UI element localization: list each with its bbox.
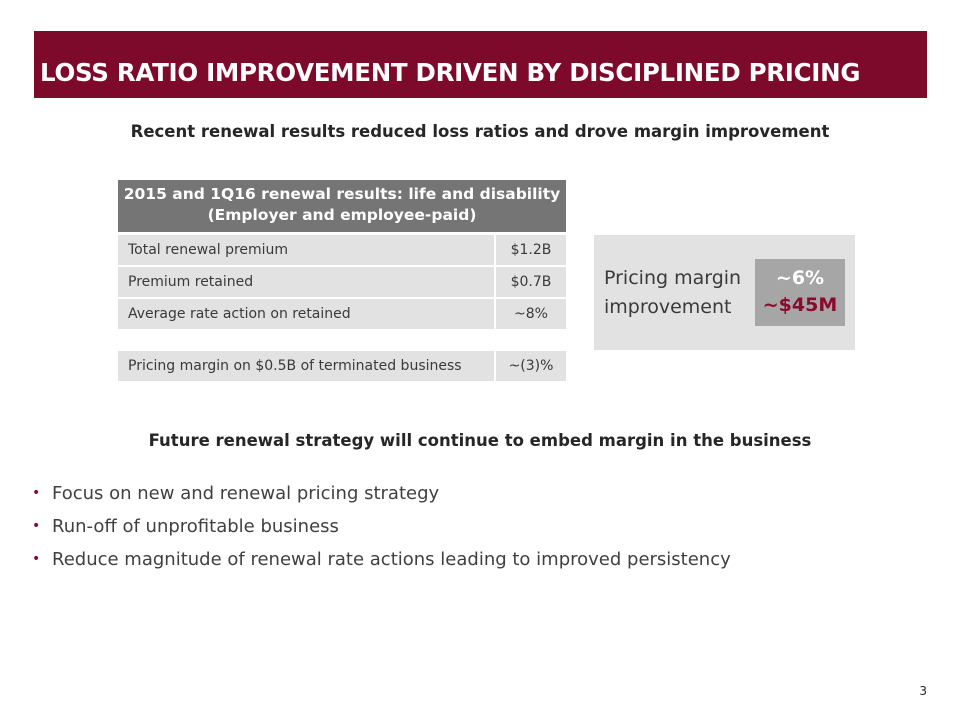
- row-label: Average rate action on retained: [118, 299, 494, 329]
- strategy-bullet-list: • Focus on new and renewal pricing strat…: [32, 477, 731, 576]
- table-row: Total renewal premium $1.2B: [118, 235, 566, 265]
- row-label: Premium retained: [118, 267, 494, 297]
- list-item: • Reduce magnitude of renewal rate actio…: [32, 543, 731, 576]
- pricing-margin-values: ~6% ~$45M: [755, 259, 845, 326]
- table-row: Pricing margin on $0.5B of terminated bu…: [118, 351, 566, 381]
- pricing-margin-amount: ~$45M: [762, 294, 838, 316]
- bullet-icon: •: [32, 551, 41, 567]
- pricing-margin-box: Pricing margin improvement ~6% ~$45M: [594, 235, 855, 350]
- row-value: ~8%: [496, 299, 566, 329]
- bullet-icon: •: [32, 518, 41, 534]
- bullet-text: Focus on new and renewal pricing strateg…: [52, 483, 440, 504]
- bullet-text: Reduce magnitude of renewal rate actions…: [52, 549, 731, 570]
- pricing-margin-label: Pricing margin improvement: [604, 264, 741, 322]
- title-bar: LOSS RATIO IMPROVEMENT DRIVEN BY DISCIPL…: [34, 31, 927, 98]
- row-label: Total renewal premium: [118, 235, 494, 265]
- row-value: $0.7B: [496, 267, 566, 297]
- table-row: Average rate action on retained ~8%: [118, 299, 566, 329]
- page-number: 3: [919, 684, 927, 698]
- future-strategy-subheading: Future renewal strategy will continue to…: [148, 431, 812, 450]
- bullet-text: Run-off of unprofitable business: [52, 516, 339, 537]
- table-row: Premium retained $0.7B: [118, 267, 566, 297]
- table-header-line1: 2015 and 1Q16 renewal results: life and …: [123, 185, 561, 203]
- list-item: • Run-off of unprofitable business: [32, 510, 731, 543]
- list-item: • Focus on new and renewal pricing strat…: [32, 477, 731, 510]
- bullet-icon: •: [32, 485, 41, 501]
- row-value: ~(3)%: [496, 351, 566, 381]
- pricing-margin-percent: ~6%: [775, 267, 825, 289]
- recent-results-subheading: Recent renewal results reduced loss rati…: [130, 122, 830, 141]
- pricing-margin-label-line2: improvement: [604, 296, 732, 318]
- table-header: 2015 and 1Q16 renewal results: life and …: [118, 180, 566, 232]
- pricing-margin-label-line1: Pricing margin: [604, 267, 742, 289]
- row-label: Pricing margin on $0.5B of terminated bu…: [118, 351, 494, 381]
- table-header-line2: (Employer and employee-paid): [207, 206, 477, 224]
- row-value: $1.2B: [496, 235, 566, 265]
- page-title: LOSS RATIO IMPROVEMENT DRIVEN BY DISCIPL…: [40, 58, 861, 87]
